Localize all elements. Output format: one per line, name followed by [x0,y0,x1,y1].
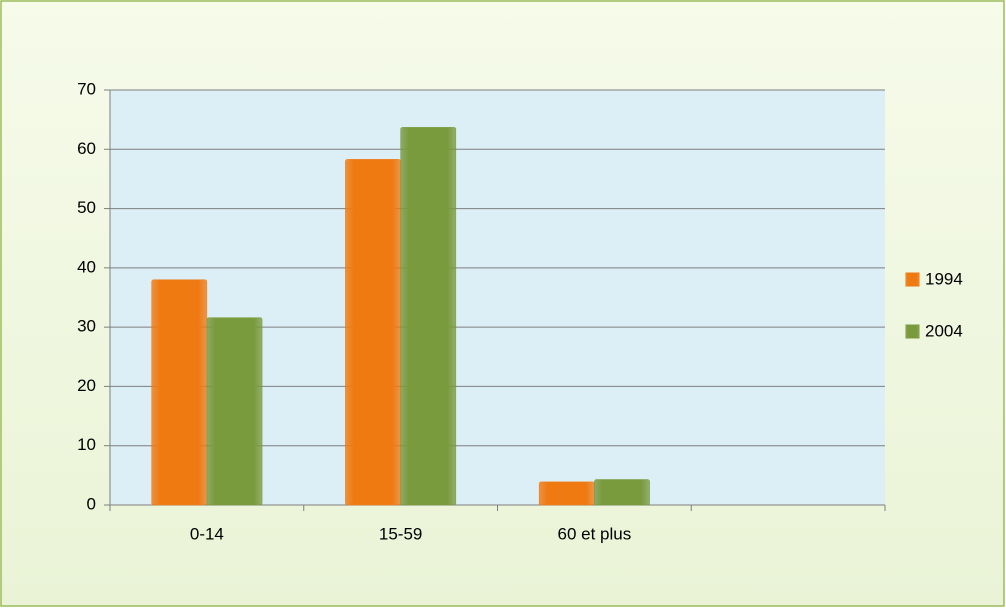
legend-label: 1994 [925,269,963,288]
bar [538,481,595,506]
legend-swatch [905,324,920,339]
bar [345,159,401,506]
y-tick-label: 20 [77,376,96,395]
y-tick-label: 40 [77,257,96,276]
y-tick-label: 0 [87,494,96,513]
bar [594,479,650,506]
y-tick-label: 10 [77,435,96,454]
x-tick-label: 60 et plus [558,524,632,543]
legend-swatch [905,272,920,287]
bar [400,127,457,506]
bar [206,317,263,506]
y-tick-label: 30 [77,317,96,336]
x-tick-label: 0-14 [190,524,224,543]
y-tick-label: 70 [77,79,96,98]
x-tick-label: 15-59 [379,524,422,543]
legend-label: 2004 [925,321,963,340]
y-tick-label: 60 [77,139,96,158]
y-tick-label: 50 [77,198,96,217]
bar [151,279,208,506]
